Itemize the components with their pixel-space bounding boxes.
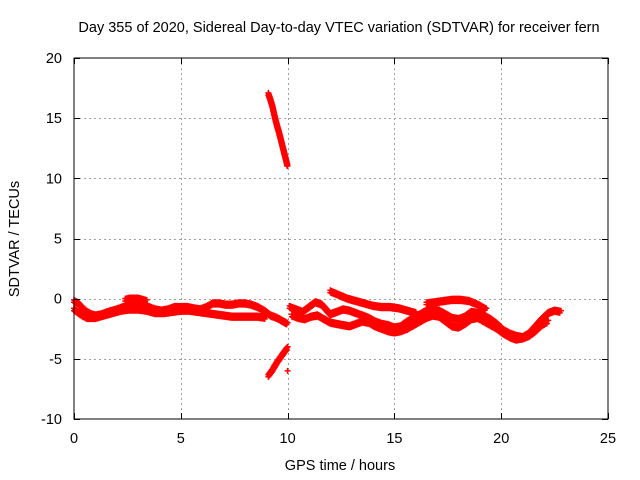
grid-lines	[74, 58, 608, 419]
x-tick-label: 5	[177, 431, 185, 447]
data-point-track	[284, 367, 291, 374]
axis-ticks: 0 5 10 15 20 25 -10 -5 0 5 10 15 20	[41, 51, 616, 447]
data-point-track	[327, 287, 419, 317]
x-axis-label: GPS time / hours	[285, 458, 395, 474]
x-tick-label: 15	[386, 431, 402, 447]
data-points	[71, 89, 565, 380]
y-tick-label: -10	[41, 412, 62, 428]
data-point-track	[423, 295, 490, 314]
y-tick-label: 10	[46, 171, 62, 187]
data-point-track	[288, 311, 552, 344]
y-tick-label: 5	[54, 232, 62, 248]
x-tick-label: 25	[600, 431, 616, 447]
data-point-track	[122, 294, 150, 305]
data-point-track	[265, 89, 291, 170]
x-tick-label: 10	[280, 431, 296, 447]
x-tick-label: 20	[493, 431, 509, 447]
y-tick-label: 0	[54, 292, 62, 308]
data-point-track	[265, 343, 291, 380]
y-axis-label: SDTVAR / TECUs	[7, 181, 23, 297]
y-tick-label: -5	[49, 352, 62, 368]
plot-frame	[73, 57, 609, 420]
x-tick-label: 0	[70, 431, 78, 447]
chart-title: Day 355 of 2020, Sidereal Day-to-day VTE…	[78, 20, 599, 36]
y-tick-label: 15	[46, 111, 62, 127]
y-tick-label: 20	[46, 51, 62, 67]
